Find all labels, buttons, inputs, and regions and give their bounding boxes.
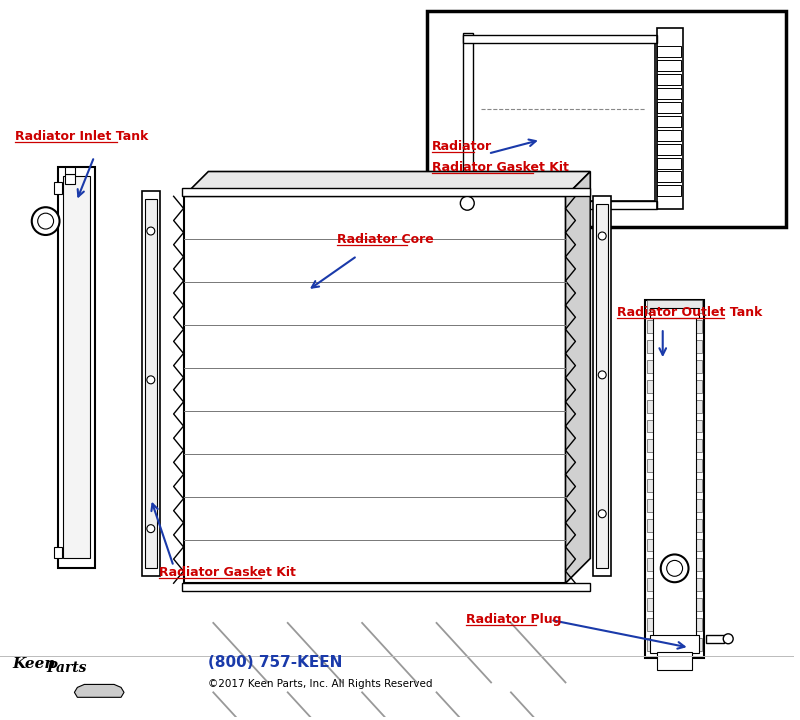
Bar	[645, 300, 704, 657]
Bar	[647, 598, 702, 611]
Bar	[463, 202, 657, 210]
Circle shape	[147, 525, 154, 533]
Circle shape	[32, 207, 59, 235]
Bar	[463, 35, 657, 42]
Text: (800) 757-KEEN: (800) 757-KEEN	[208, 655, 342, 670]
Polygon shape	[74, 685, 124, 697]
Bar	[66, 174, 75, 184]
Bar	[657, 158, 681, 168]
Text: Parts: Parts	[46, 660, 87, 675]
Bar	[647, 320, 702, 333]
Text: Radiator Core: Radiator Core	[338, 233, 434, 246]
Bar	[647, 559, 702, 571]
Circle shape	[661, 554, 689, 582]
Bar	[426, 11, 786, 227]
Bar	[54, 546, 62, 559]
Bar	[647, 459, 702, 472]
Bar	[650, 308, 699, 318]
Text: Radiator: Radiator	[431, 140, 492, 153]
Bar	[596, 204, 608, 568]
Circle shape	[147, 227, 154, 235]
Bar	[142, 192, 160, 576]
Bar	[471, 37, 654, 202]
Bar	[647, 539, 702, 552]
Text: Radiator Gasket Kit: Radiator Gasket Kit	[158, 566, 296, 580]
Polygon shape	[566, 171, 590, 583]
Circle shape	[723, 634, 733, 644]
Bar	[594, 197, 611, 576]
Bar	[653, 315, 697, 643]
Bar	[657, 88, 681, 99]
Bar	[657, 652, 693, 670]
Bar	[463, 32, 474, 206]
Bar	[183, 197, 566, 583]
Bar	[657, 116, 681, 127]
Bar	[647, 499, 702, 512]
Circle shape	[460, 197, 474, 210]
Circle shape	[666, 560, 682, 576]
Bar	[657, 27, 682, 210]
Circle shape	[598, 371, 606, 379]
Bar	[647, 340, 702, 353]
Bar	[657, 60, 681, 71]
Bar	[647, 360, 702, 373]
Bar	[647, 439, 702, 452]
Bar	[657, 47, 681, 58]
Circle shape	[598, 510, 606, 518]
Bar	[62, 176, 90, 559]
Bar	[647, 479, 702, 492]
Text: Radiator Outlet Tank: Radiator Outlet Tank	[617, 306, 762, 320]
Bar	[706, 635, 724, 643]
Bar	[182, 189, 590, 197]
Bar	[657, 74, 681, 85]
Bar	[647, 420, 702, 433]
Bar	[657, 171, 681, 182]
Bar	[58, 166, 95, 568]
Bar	[657, 102, 681, 113]
Bar	[657, 185, 681, 197]
Bar	[54, 182, 62, 194]
Bar	[182, 583, 590, 591]
Bar	[647, 578, 702, 591]
Bar	[657, 144, 681, 155]
Bar	[650, 635, 699, 652]
Bar	[647, 380, 702, 392]
Bar	[647, 300, 702, 313]
Text: Radiator Inlet Tank: Radiator Inlet Tank	[15, 130, 148, 143]
Bar	[647, 638, 702, 651]
Circle shape	[38, 213, 54, 229]
Bar	[647, 618, 702, 631]
Text: Radiator Plug: Radiator Plug	[466, 613, 562, 626]
Bar	[66, 166, 75, 174]
Bar	[647, 400, 702, 413]
Polygon shape	[183, 171, 590, 197]
Bar	[145, 199, 157, 568]
Circle shape	[147, 376, 154, 384]
Text: Radiator Gasket Kit: Radiator Gasket Kit	[431, 161, 569, 174]
Bar	[657, 130, 681, 140]
Circle shape	[598, 232, 606, 240]
Bar	[647, 518, 702, 531]
Text: Keen: Keen	[12, 657, 55, 670]
Text: ©2017 Keen Parts, Inc. All Rights Reserved: ©2017 Keen Parts, Inc. All Rights Reserv…	[208, 680, 433, 690]
